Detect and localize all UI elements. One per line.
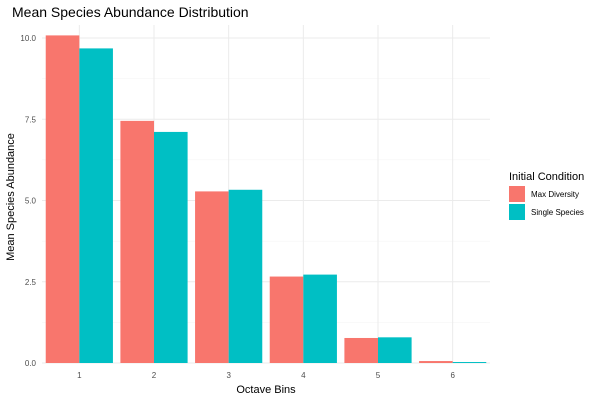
legend-label: Single Species [531,208,584,217]
legend: Initial Condition Max Diversity Single Sp… [509,171,584,220]
bar-single-species-3 [228,189,263,363]
legend-key [509,186,525,202]
x-axis-ticks: 1 2 3 4 5 6 [77,371,455,380]
x-tick-label: 3 [226,371,231,380]
legend-title: Initial Condition [509,171,584,183]
legend-items: Max Diversity Single Species [509,186,584,220]
y-tick-label: 7.5 [25,115,37,124]
y-axis-title: Mean Species Abundance [5,133,17,261]
y-tick-label: 5.0 [25,197,37,206]
legend-key [509,204,525,220]
bar-max-diversity-5 [344,337,378,363]
x-axis-title: Octave Bins [236,384,296,396]
bar-single-species-6 [452,362,487,363]
x-tick-label: 4 [301,371,306,380]
bar-max-diversity-3 [195,191,229,363]
bar-single-species-2 [154,131,188,363]
chart-title: Mean Species Abundance Distribution [12,4,249,20]
x-tick-label: 1 [77,371,82,380]
bar-single-species-4 [303,274,337,363]
x-tick-label: 5 [376,371,381,380]
legend-label: Max Diversity [531,190,579,199]
y-tick-label: 0.0 [25,359,37,368]
bar-max-diversity-1 [45,35,80,364]
y-axis-ticks: 0.0 2.5 5.0 7.5 10.0 [20,34,36,368]
y-tick-label: 2.5 [25,278,37,287]
bar-single-species-5 [378,337,412,363]
x-tick-label: 2 [152,371,157,380]
y-tick-label: 10.0 [20,34,36,43]
bars [45,35,487,364]
bar-single-species-1 [79,48,113,364]
x-tick-label: 6 [450,371,455,380]
bar-max-diversity-6 [419,361,453,363]
bar-max-diversity-4 [269,276,304,363]
bar-max-diversity-2 [120,120,154,363]
